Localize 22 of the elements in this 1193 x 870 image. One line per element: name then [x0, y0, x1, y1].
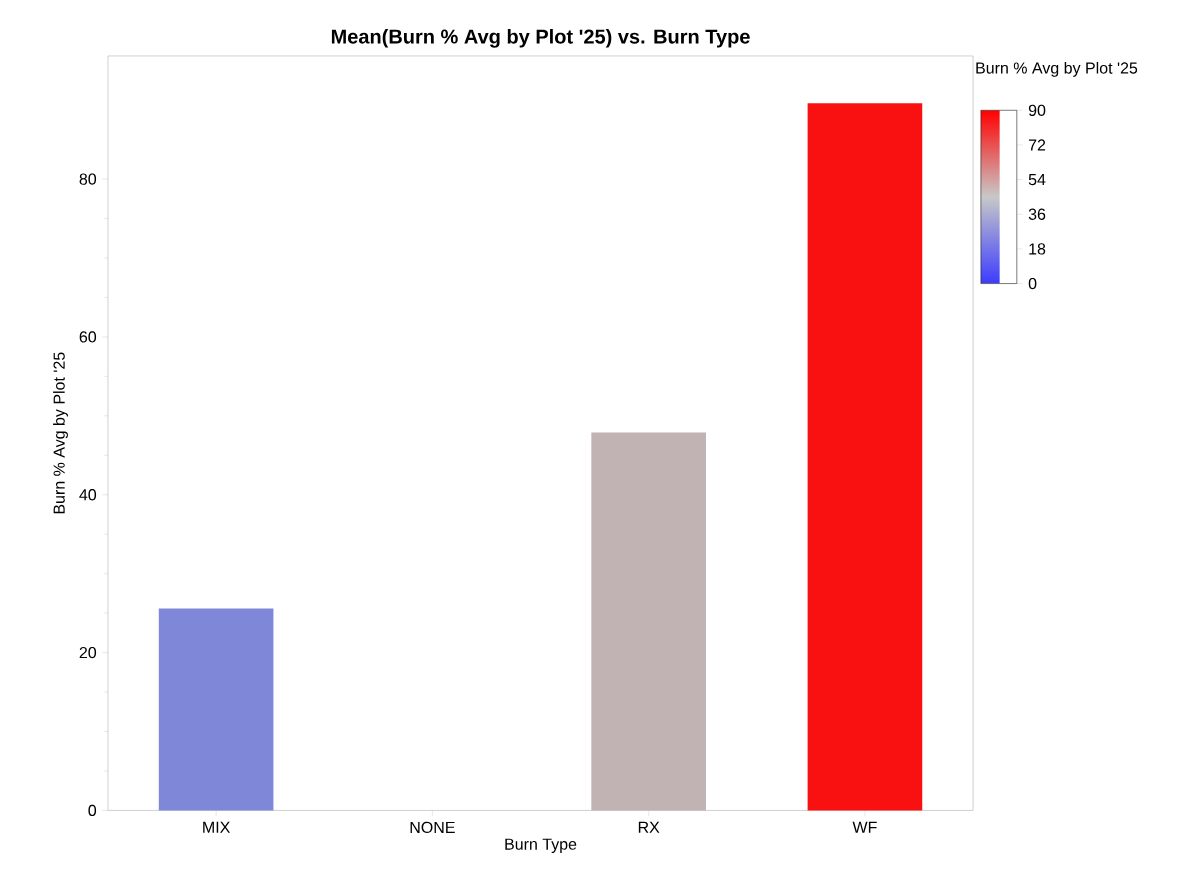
y-tick-label: 60	[79, 331, 97, 343]
y-tick-label: 20	[79, 646, 97, 659]
x-tick-label: MIX	[203, 821, 230, 833]
x-tick-label: RX	[638, 821, 660, 833]
color-bar-label: 90	[1028, 104, 1046, 116]
color-bar-label: 0	[1028, 277, 1037, 290]
bar	[591, 432, 706, 811]
color-bar-label: 72	[1028, 139, 1046, 151]
x-tick-label: NONE	[410, 821, 455, 833]
bar	[158, 608, 274, 811]
y-tick-label: 0	[88, 804, 97, 816]
color-bar-label: 54	[1028, 173, 1046, 185]
x-axis-title: Burn Type	[505, 838, 577, 853]
y-axis-title: Burn % Avg by Plot '25	[53, 352, 68, 514]
color-bar-label: 36	[1028, 208, 1046, 220]
y-tick-label: 80	[79, 173, 97, 185]
color-bar-label: 18	[1029, 243, 1046, 255]
chart-title: Mean(Burn % Avg by Plot '25) vs. Burn Type	[331, 28, 750, 48]
x-tick-label: WF	[852, 821, 877, 833]
bar	[807, 103, 923, 811]
color-bar-title: Burn % Avg by Plot '25	[976, 61, 1138, 77]
y-tick-label: 40	[79, 488, 97, 501]
